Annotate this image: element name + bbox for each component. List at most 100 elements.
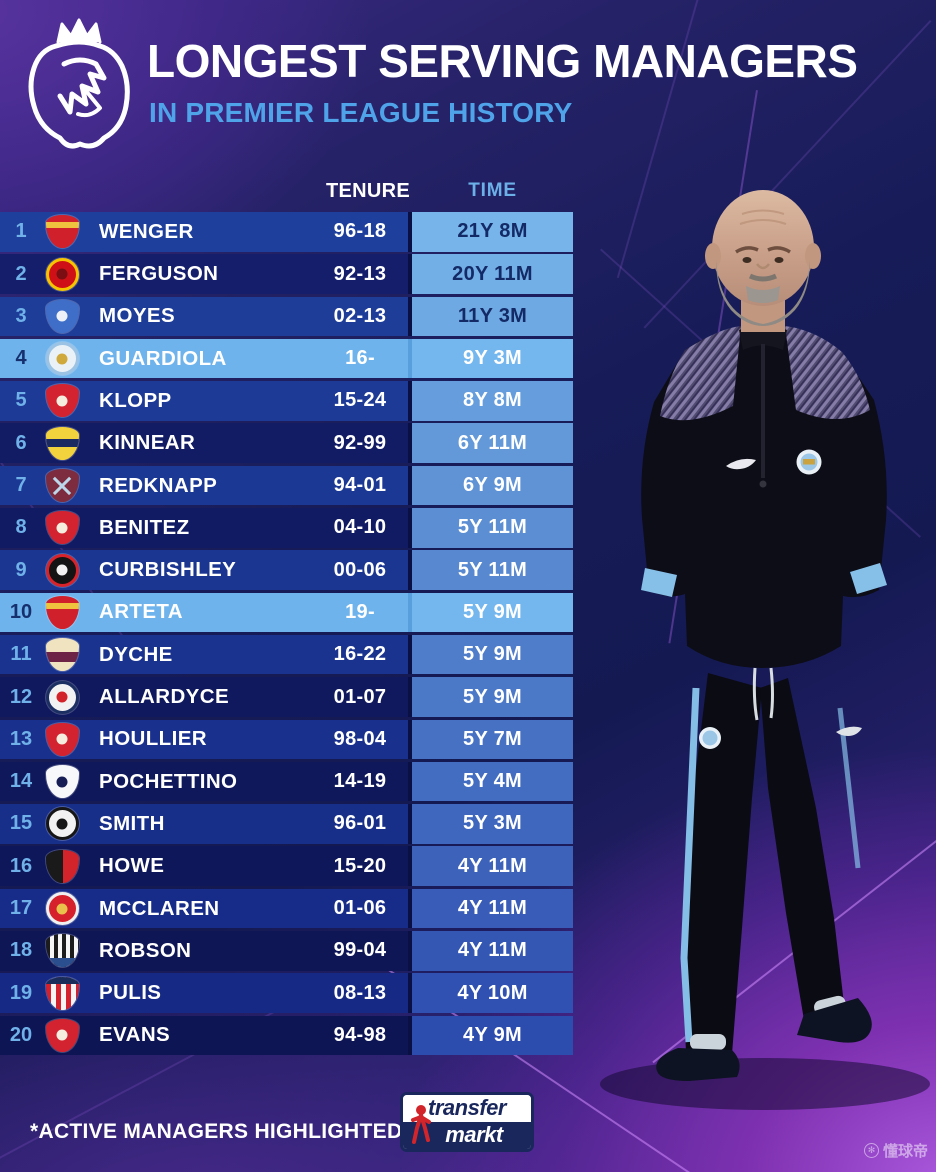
table-row-dyche: 11 DYCHE 16-22 5Y 9M (0, 634, 573, 675)
rank-number: 13 (9, 727, 33, 750)
rank-number: 6 (15, 431, 27, 454)
tenure-value: 08-13 (333, 981, 387, 1004)
derby-badge-icon (45, 807, 79, 841)
time-cell: 4Y 11M (412, 846, 573, 886)
transfermarkt-logo: transfer markt (400, 1092, 534, 1152)
arsenal-badge-icon (45, 595, 79, 629)
table-row-guardiola: 4 GUARDIOLA 16- 9Y 3M (0, 338, 573, 379)
tenure-value: 96-01 (333, 812, 387, 835)
rank-number: 19 (9, 981, 33, 1004)
time-cell: 8Y 8M (412, 381, 573, 421)
rank-number: 2 (15, 262, 27, 285)
tenure-value: 16-22 (333, 643, 387, 666)
club-badge (42, 892, 82, 925)
time-cell: 20Y 11M (412, 254, 573, 294)
burnley-badge-icon (45, 638, 79, 672)
rank-number: 3 (15, 304, 27, 327)
wimbledon-badge-icon (45, 426, 79, 460)
time-cell: 5Y 9M (412, 634, 573, 675)
club-badge (42, 469, 82, 503)
table-row-klopp: 5 KLOPP 15-24 8Y 8M (0, 381, 573, 421)
club-badge (42, 342, 82, 376)
manager-name: DYCHE (99, 642, 173, 666)
table-row-houllier: 13 HOULLIER 98-04 5Y 7M (0, 719, 573, 760)
club-badge (42, 934, 82, 968)
time-cell: 4Y 10M (412, 973, 573, 1013)
tenure-value: 15-24 (333, 389, 387, 412)
manager-name: MOYES (99, 304, 176, 328)
club-badge (42, 511, 82, 545)
active-managers-note: *ACTIVE MANAGERS HIGHLIGHTED (30, 1120, 403, 1143)
tenure-value: 94-98 (333, 1023, 387, 1046)
tenure-value: 96-18 (333, 220, 387, 243)
table-row-redknapp: 7 REDKNAPP 94-01 6Y 9M (0, 465, 573, 506)
club-badge (42, 426, 82, 460)
rank-number: 10 (9, 600, 33, 623)
manager-name: ARTETA (99, 600, 184, 624)
club-badge (42, 257, 82, 291)
table-row-kinnear: 6 KINNEAR 92-99 6Y 11M (0, 423, 573, 463)
time-cell: 6Y 11M (412, 423, 573, 463)
club-badge (42, 595, 82, 629)
arsenal-badge-icon (45, 215, 79, 249)
transfermarkt-logo-bottom-text: markt (403, 1122, 531, 1149)
club-badge (42, 680, 82, 714)
time-cell: 4Y 9M (412, 1015, 573, 1056)
table-row-smith: 15 SMITH 96-01 5Y 3M (0, 804, 573, 844)
tenure-value: 92-99 (333, 431, 387, 454)
rank-number: 1 (15, 220, 27, 243)
rank-number: 8 (15, 516, 27, 539)
rank-number: 7 (15, 474, 27, 497)
tenure-value: 00-06 (333, 558, 387, 581)
rank-number: 16 (9, 854, 33, 877)
page-subtitle: IN PREMIER LEAGUE HISTORY (149, 97, 573, 128)
table-row-mcclaren: 17 MCCLAREN 01-06 4Y 11M (0, 888, 573, 929)
rank-number: 11 (10, 643, 32, 666)
page-title: LONGEST SERVING MANAGERS (147, 35, 858, 87)
tenure-value: 01-07 (333, 685, 387, 708)
manchester-united-badge-icon (45, 257, 79, 291)
rank-number: 12 (9, 685, 33, 708)
manager-name: CURBISHLEY (99, 558, 237, 582)
manager-name: ROBSON (99, 938, 192, 962)
manchester-city-badge-icon (45, 342, 79, 376)
time-cell: 4Y 11M (412, 931, 573, 971)
tenure-value: 16- (345, 347, 375, 370)
column-header-time: TIME (468, 180, 517, 201)
table-row-howe: 16 HOWE 15-20 4Y 11M (0, 846, 573, 886)
time-cell: 6Y 9M (412, 465, 573, 506)
managers-table: 1 WENGER 96-18 21Y 8M 2 FERGUSON 92-13 20Y 11M 3… (0, 212, 573, 1056)
table-row-robson: 18 ROBSON 99-04 4Y 11M (0, 931, 573, 971)
time-cell: 5Y 4M (412, 761, 573, 802)
rank-number: 20 (9, 1023, 33, 1046)
bournemouth-badge-icon (45, 849, 79, 883)
liverpool-badge-icon (45, 1018, 79, 1052)
time-cell: 5Y 11M (412, 508, 573, 548)
liverpool-badge-icon (45, 384, 79, 418)
manager-name: WENGER (99, 219, 194, 243)
club-badge (42, 1018, 82, 1052)
table-row-curbishley: 9 CURBISHLEY 00-06 5Y 11M (0, 550, 573, 590)
column-header-tenure: TENURE (325, 180, 411, 202)
bolton-badge-icon (45, 680, 79, 714)
table-row-pochettino: 14 POCHETTINO 14-19 5Y 4M (0, 761, 573, 802)
time-cell: 21Y 8M (412, 212, 573, 252)
rank-number: 18 (9, 939, 33, 962)
liverpool-badge-icon (45, 722, 79, 756)
manager-name: SMITH (99, 811, 165, 835)
club-badge (42, 299, 82, 333)
rank-number: 5 (15, 389, 27, 412)
club-badge (42, 849, 82, 883)
tenure-value: 99-04 (333, 939, 387, 962)
tenure-value: 19- (345, 600, 375, 623)
time-cell: 5Y 7M (412, 719, 573, 760)
tenure-value: 94-01 (333, 474, 387, 497)
tenure-value: 01-06 (333, 897, 387, 919)
manager-name: GUARDIOLA (99, 346, 227, 370)
time-cell: 5Y 11M (412, 550, 573, 590)
time-cell: 5Y 3M (412, 804, 573, 844)
manager-name: POCHETTINO (99, 769, 238, 793)
club-badge (42, 765, 82, 799)
time-cell: 4Y 11M (412, 888, 573, 929)
club-badge (42, 215, 82, 249)
